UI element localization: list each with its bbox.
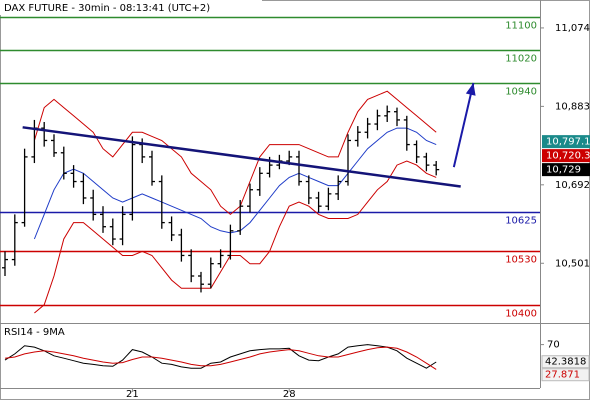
- price-label-box: [542, 163, 590, 177]
- level-label: 10940: [505, 87, 537, 98]
- y-tick-label: 10,883: [555, 101, 590, 112]
- bollinger-band: [34, 160, 437, 314]
- rsi-label-box: [541, 368, 590, 382]
- forecast-arrow: [452, 82, 475, 168]
- rsi-title: RSI14 - 9MA: [4, 327, 65, 338]
- price-label-box: [542, 149, 590, 163]
- price-label-box: [542, 135, 590, 149]
- level-label: 10625: [505, 216, 537, 227]
- rsi-line: [4, 344, 437, 369]
- title-background: [0, 0, 262, 15]
- level-label: 11020: [505, 54, 537, 65]
- level-label: 11100: [505, 21, 537, 32]
- price-label: 10,720.3: [546, 151, 590, 162]
- chart-title: DAX FUTURE - 30min - 08:13:41 (UTC+2): [4, 3, 210, 14]
- trendline: [22, 126, 461, 188]
- price-label: 10,729: [546, 165, 581, 176]
- x-tick-label: 21: [126, 389, 139, 400]
- rsi-label: 42.3818: [545, 357, 586, 368]
- arrow-head: [465, 82, 476, 96]
- rsi-label-box: [541, 355, 590, 369]
- price-label: 10,797.1: [546, 137, 590, 148]
- y-tick-label: 11,074: [555, 23, 590, 34]
- y-tick-label: 10,692: [555, 180, 590, 191]
- bollinger-band: [33, 90, 437, 216]
- level-label: 10530: [505, 255, 537, 266]
- moving-average: [33, 127, 437, 240]
- y-tick-label: 10,501: [555, 258, 590, 269]
- level-label: 10400: [505, 309, 537, 320]
- rsi-ma-line: [4, 346, 437, 370]
- rsi-label: 27.871: [545, 370, 580, 381]
- x-tick-label: 28: [283, 389, 296, 400]
- rsi-tick-label: 70: [547, 340, 560, 351]
